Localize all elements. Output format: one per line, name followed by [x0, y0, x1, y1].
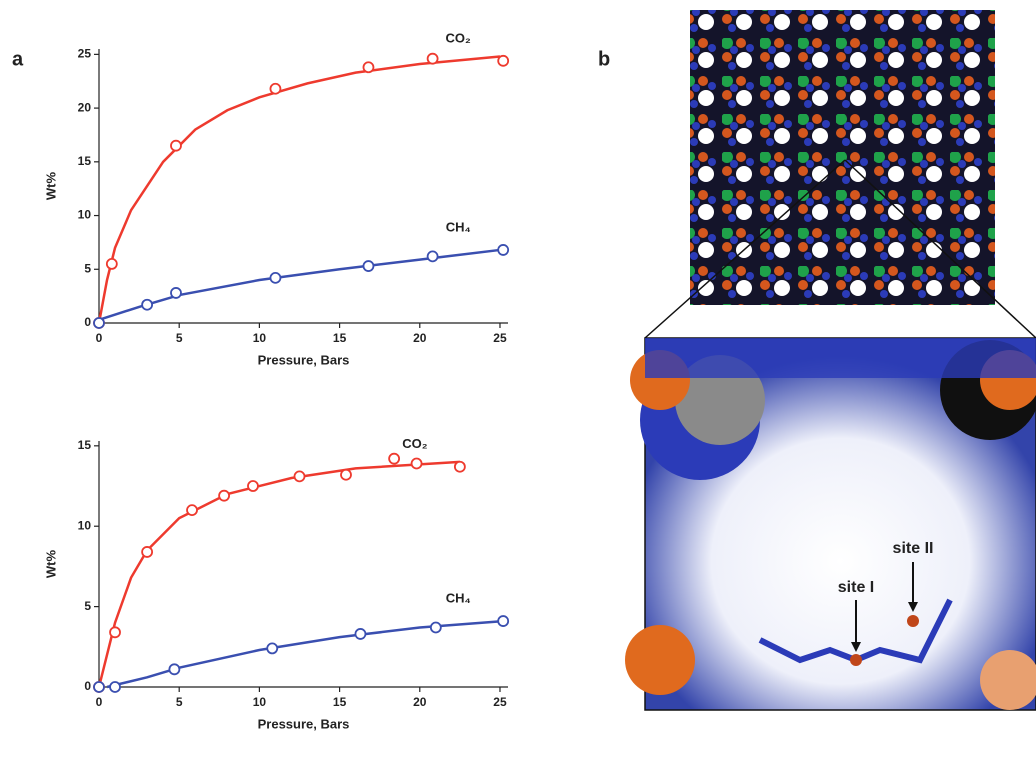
data-point: [412, 459, 422, 469]
data-point: [294, 471, 304, 481]
data-point: [142, 300, 152, 310]
figure: a b site I site II 0 5 10 15 20 25 0 5 10 15 20 25 P…: [0, 0, 1036, 772]
data-point: [431, 623, 441, 633]
fit-line: [99, 250, 500, 320]
x-tick-label: 15: [333, 695, 347, 709]
x-tick-label: 20: [413, 331, 427, 345]
x-tick-label: 0: [96, 331, 103, 345]
data-point: [248, 481, 258, 491]
annotation: site I: [838, 579, 874, 596]
data-point: [110, 627, 120, 637]
x-axis-label: Pressure, Bars: [258, 716, 350, 731]
data-point: [267, 643, 277, 653]
data-point: [498, 616, 508, 626]
data-point: [389, 454, 399, 464]
data-point: [169, 664, 179, 674]
y-axis-label: Wt%: [43, 549, 58, 578]
y-tick-label: 20: [78, 100, 92, 114]
x-tick-label: 25: [493, 331, 507, 345]
y-tick-label: 15: [78, 154, 92, 168]
x-tick-label: 5: [176, 695, 183, 709]
data-point: [270, 84, 280, 94]
panel-label: a: [12, 48, 24, 70]
panel-label: b: [598, 48, 610, 70]
x-tick-label: 25: [493, 695, 507, 709]
data-point: [428, 251, 438, 261]
x-tick-label: 20: [413, 695, 427, 709]
data-point: [110, 682, 120, 692]
y-tick-label: 5: [84, 261, 91, 275]
series-label: CO₂: [446, 30, 472, 45]
annotation: site II: [893, 540, 934, 557]
data-point: [94, 682, 104, 692]
y-tick-label: 25: [78, 47, 92, 61]
x-tick-label: 0: [96, 695, 103, 709]
y-tick-label: 15: [78, 438, 92, 452]
y-tick-label: 0: [84, 679, 91, 693]
data-point: [498, 245, 508, 255]
x-tick-label: 15: [333, 331, 347, 345]
data-point: [270, 273, 280, 283]
data-point: [171, 288, 181, 298]
fit-line: [107, 621, 503, 687]
y-tick-label: 0: [84, 315, 91, 329]
fit-line: [99, 462, 460, 687]
series-label: CO₂: [402, 436, 428, 451]
x-tick-label: 5: [176, 331, 183, 345]
fit-line: [99, 57, 500, 323]
data-point: [142, 547, 152, 557]
data-point: [341, 470, 351, 480]
series-label: CH₄: [446, 219, 471, 234]
data-point: [219, 491, 229, 501]
y-axis-label: Wt%: [43, 171, 58, 200]
data-point: [355, 629, 365, 639]
data-point: [363, 261, 373, 271]
data-point: [94, 318, 104, 328]
data-point: [455, 462, 465, 472]
y-tick-label: 10: [78, 518, 92, 532]
y-tick-label: 10: [78, 208, 92, 222]
data-point: [428, 54, 438, 64]
structure-image: [625, 10, 1036, 710]
data-point: [363, 62, 373, 72]
x-tick-label: 10: [253, 331, 267, 345]
x-tick-label: 10: [253, 695, 267, 709]
series-label: CH₄: [446, 591, 471, 606]
data-point: [498, 56, 508, 66]
y-tick-label: 5: [84, 599, 91, 613]
x-axis-label: Pressure, Bars: [258, 352, 350, 367]
data-point: [171, 141, 181, 151]
data-point: [187, 505, 197, 515]
data-point: [107, 259, 117, 269]
